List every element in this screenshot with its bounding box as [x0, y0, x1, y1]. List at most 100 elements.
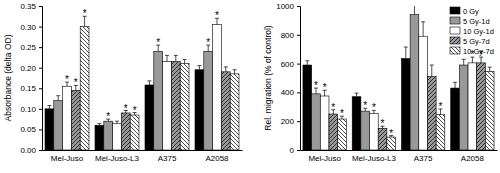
tick-label: A375 [158, 154, 177, 163]
bar [329, 114, 338, 150]
significance-mark: * [389, 128, 393, 139]
tick: 0.20 [20, 64, 42, 73]
error-bar [224, 67, 228, 72]
bar [338, 119, 347, 150]
tick: Mel-Juso-L3 [95, 154, 140, 163]
tick-label: 0.05 [20, 125, 36, 134]
significance-mark: * [74, 77, 78, 88]
y-axis: 02004006008001000 [276, 2, 300, 155]
error-bar [462, 59, 466, 65]
axis-line [43, 150, 243, 151]
bar [63, 86, 72, 150]
bar [303, 65, 312, 150]
legend-label: 10 Gy-1d [463, 27, 494, 36]
bar [171, 62, 180, 150]
tick: A375 [158, 154, 177, 163]
bar [45, 109, 54, 150]
bar [204, 51, 213, 150]
bar [387, 137, 396, 150]
bar [451, 88, 460, 150]
tick-label: A2058 [205, 154, 229, 163]
legend-item: 5 Gy-7d [450, 37, 490, 46]
tick: Mel-Juso [51, 154, 84, 163]
legend-item: 10 Gy-7d [450, 47, 494, 56]
tick-mark [39, 47, 42, 48]
tick: A2058 [205, 154, 229, 163]
significance-mark: * [363, 100, 367, 111]
legend-swatch [450, 7, 460, 14]
figure: * * * * * * * * * 0.00 0.05 0.10 0.15 0.20 0.25 0.30 0.3… [0, 0, 500, 173]
tick: 200 [281, 117, 300, 126]
tick-mark [297, 92, 300, 93]
tick-label: 1000 [276, 2, 294, 11]
significance-mark: * [331, 102, 335, 113]
plot-area [45, 16, 239, 150]
tick-mark [297, 150, 300, 151]
tick-label: 0.10 [20, 105, 36, 114]
tick-label: Mel-Juso [51, 154, 84, 163]
significance-mark: * [381, 118, 385, 129]
y-axis: 0.00 0.05 0.10 0.15 0.20 0.25 0.30 0.35 [20, 2, 42, 155]
bar [113, 123, 122, 150]
error-bar [174, 55, 178, 61]
bar [459, 65, 468, 150]
x-axis: Mel-JusoMel-Juso-L3A375A2058 [301, 151, 498, 163]
chart: ***********02004006008001000Mel-JusoMel-… [263, 0, 498, 162]
error-bar [147, 81, 151, 85]
error-bar [355, 93, 359, 97]
significance-mark: * [340, 108, 344, 119]
y-axis-title: Absorbance (delta OD) [3, 34, 13, 121]
legend-label: 5 Gy-1d [463, 17, 490, 26]
bar [163, 62, 172, 150]
tick: Mel-Juso-L3 [352, 154, 397, 163]
significance-mark: * [83, 8, 87, 19]
tick: 0.00 [20, 146, 42, 155]
tick-label: 0.35 [20, 2, 36, 11]
chart: *********0.000.050.100.150.200.250.300.3… [3, 2, 243, 163]
tick: Mel-Juso [308, 154, 341, 163]
legend-item: 0 Gy [450, 7, 479, 16]
tick: 0 [290, 146, 300, 155]
bar [485, 72, 494, 150]
significance-mark: * [106, 111, 110, 122]
legend: 0 Gy5 Gy-1d10 Gy-1d5 Gy-7d10 Gy-7d [450, 7, 494, 56]
tick-label: 400 [281, 88, 295, 97]
tick-label: 0 [290, 146, 295, 155]
tick: 400 [281, 88, 300, 97]
legend-swatch [450, 47, 460, 54]
legend-item: 10 Gy-1d [450, 27, 494, 36]
significance-mark: * [314, 80, 318, 91]
significance-mark: * [215, 10, 219, 21]
tick-mark [39, 150, 42, 151]
error-bar [97, 124, 101, 126]
legend-item: 5 Gy-1d [450, 17, 490, 26]
bar [180, 64, 189, 150]
bar [361, 111, 370, 150]
tick: 0.35 [20, 2, 42, 11]
tick-mark [297, 35, 300, 36]
bar [104, 121, 113, 150]
tick: 0.15 [20, 84, 42, 93]
legend-label: 10 Gy-7d [463, 47, 494, 56]
tick-label: 0.30 [20, 23, 36, 32]
bar [221, 72, 230, 150]
error-bar [47, 106, 51, 109]
tick-mark [39, 27, 42, 28]
tick-label: 200 [281, 117, 295, 126]
tick-label: 0.25 [20, 43, 36, 52]
tick-label: 0.00 [20, 146, 36, 155]
tick-mark [297, 6, 300, 7]
error-bar [412, 6, 416, 15]
tick-mark [297, 121, 300, 122]
tick: 0.10 [20, 105, 42, 114]
error-bar [488, 67, 492, 71]
tick-mark [297, 64, 300, 65]
y-axis-title: Rel. migration (% of control) [263, 25, 273, 131]
bar [213, 25, 222, 150]
tick: A375 [414, 154, 433, 163]
significance-mark: * [439, 101, 443, 112]
significance-mark: * [65, 74, 69, 85]
tick: 0.25 [20, 43, 42, 52]
significance-mark: * [133, 105, 137, 116]
legend-swatch [450, 17, 460, 24]
